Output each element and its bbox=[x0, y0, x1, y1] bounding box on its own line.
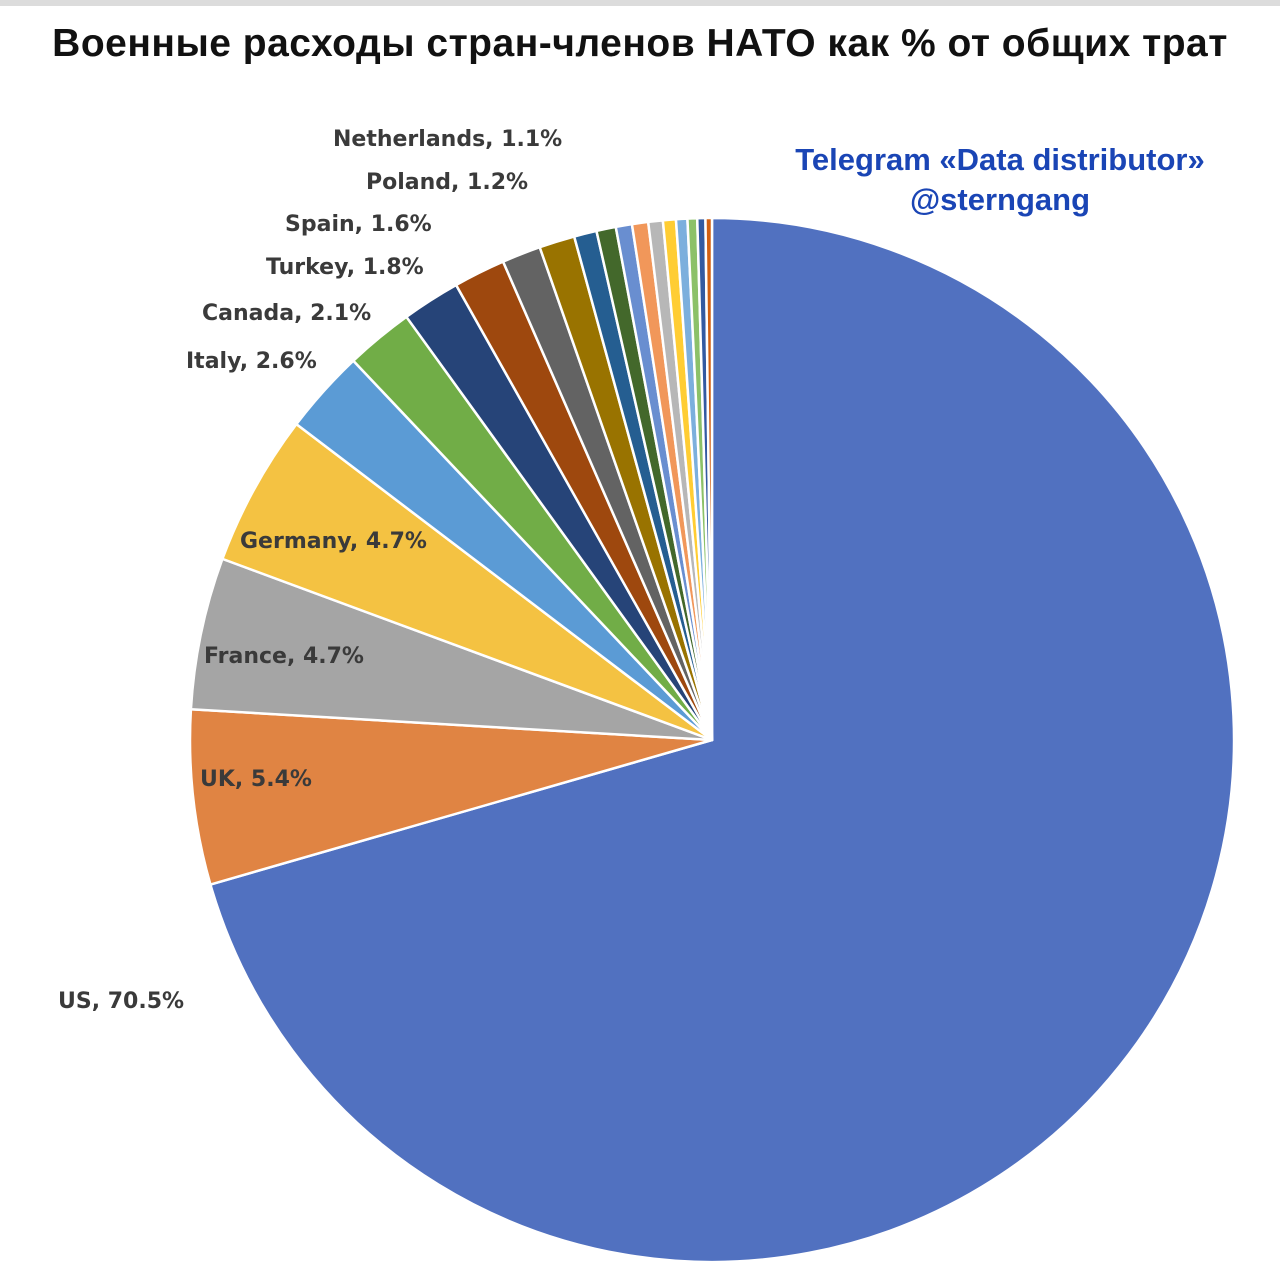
pie-slice-other-19 bbox=[704, 216, 714, 742]
slice-label-canada: Canada, 2.1% bbox=[202, 301, 371, 326]
pie-slices bbox=[188, 216, 1236, 1264]
watermark-channel: Telegram «Data distributor» bbox=[795, 142, 1205, 177]
slice-label-germany: Germany, 4.7% bbox=[240, 529, 427, 554]
slice-label-turkey: Turkey, 1.8% bbox=[266, 255, 424, 280]
slice-label-us: US, 70.5% bbox=[58, 989, 184, 1014]
pie-slice-uk bbox=[188, 708, 714, 886]
slice-label-italy: Italy, 2.6% bbox=[186, 349, 317, 374]
slice-label-france: France, 4.7% bbox=[204, 644, 364, 669]
page-title: Военные расходы стран-членов НАТО как % … bbox=[52, 22, 1228, 65]
pie-slice-france bbox=[189, 557, 714, 742]
slice-label-netherlands: Netherlands, 1.1% bbox=[333, 127, 562, 152]
slice-label-spain: Spain, 1.6% bbox=[285, 212, 432, 237]
top-divider bbox=[0, 0, 1280, 6]
pie-slice-germany bbox=[221, 422, 714, 742]
telegram-watermark: Telegram «Data distributor» @sterngang bbox=[740, 140, 1260, 220]
slice-label-uk: UK, 5.4% bbox=[200, 767, 312, 792]
pie-labels: US, 70.5% UK, 5.4% France, 4.7% Germany, 4.… bbox=[58, 127, 562, 1014]
pie-slice-us bbox=[209, 216, 1236, 1264]
slice-label-poland: Poland, 1.2% bbox=[366, 170, 528, 195]
watermark-handle: @sterngang bbox=[909, 182, 1091, 217]
